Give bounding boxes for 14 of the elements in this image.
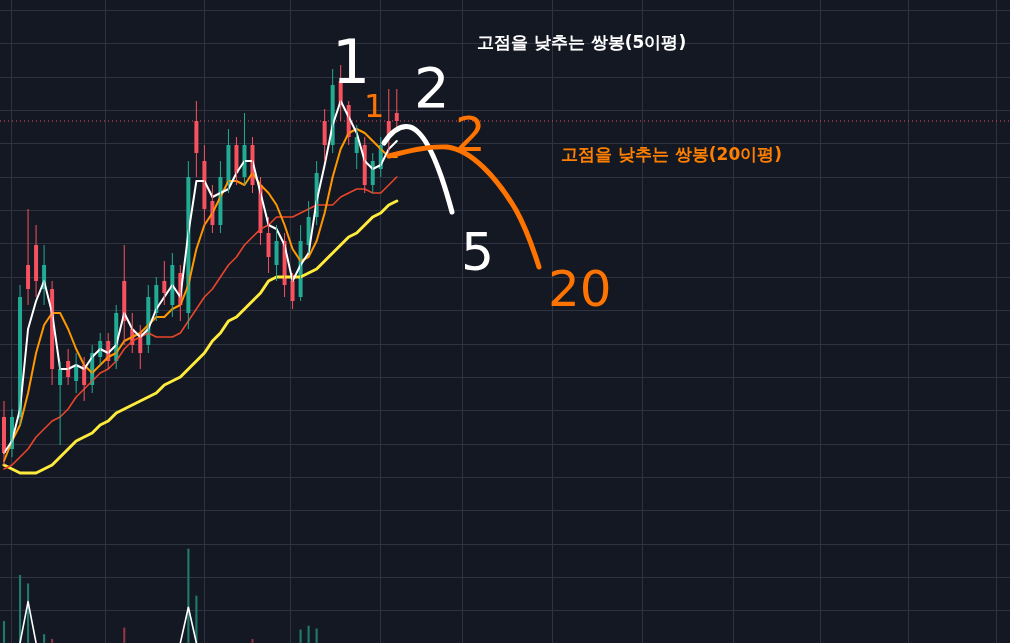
annotation: 2 bbox=[414, 55, 450, 120]
bar bbox=[123, 627, 126, 643]
text: 고점을 낮추는 쌍봉(5이평) bbox=[477, 32, 687, 52]
annotation: 고점을 낮추는 쌍봉(20이평) bbox=[561, 144, 783, 164]
annotation: 1 bbox=[364, 87, 385, 125]
bar bbox=[251, 638, 254, 643]
bar bbox=[299, 629, 302, 643]
bar bbox=[315, 628, 318, 643]
bar bbox=[2, 621, 6, 643]
bar bbox=[307, 625, 310, 643]
bar bbox=[43, 634, 46, 643]
annotation: 2 bbox=[455, 106, 486, 162]
annotation: 20 bbox=[548, 260, 612, 318]
annotation: 5 bbox=[461, 222, 495, 282]
